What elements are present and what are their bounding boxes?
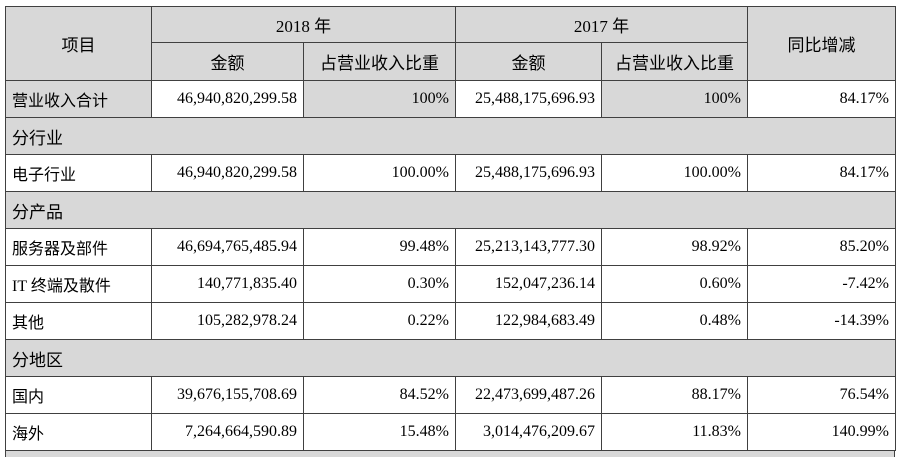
amount-2018: 7,264,664,590.89 — [151, 413, 304, 451]
ratio-2018: 0.22% — [303, 302, 456, 340]
amount-2018: 140,771,835.40 — [151, 265, 304, 303]
yoy-change: -7.42% — [747, 265, 896, 303]
ratio-2018: 100.00% — [303, 154, 456, 192]
header-amount-2017: 金额 — [455, 42, 602, 81]
section-label: 分地区 — [5, 339, 896, 377]
ratio-2017: 100% — [601, 80, 748, 118]
amount-2018: 39,676,155,708.69 — [151, 376, 304, 414]
amount-2017: 3,014,476,209.67 — [455, 413, 602, 451]
row-label: 国内 — [5, 376, 152, 414]
table-row: 海外 7,264,664,590.89 15.48% 3,014,476,209.67… — [5, 413, 896, 451]
yoy-change: -14.39% — [747, 302, 896, 340]
row-label: 电子行业 — [5, 154, 152, 192]
ratio-2018: 0.30% — [303, 265, 456, 303]
header-item: 项目 — [5, 6, 152, 81]
table-row: 国内 39,676,155,708.69 84.52% 22,473,699,487.… — [5, 376, 896, 414]
amount-2018: 46,940,820,299.58 — [151, 154, 304, 192]
header-year-2018: 2018 年 — [151, 6, 456, 43]
table-row: 电子行业 46,940,820,299.58 100.00% 25,488,175,6… — [5, 154, 896, 192]
header-amount-2018: 金额 — [151, 42, 304, 81]
amount-2017: 25,488,175,696.93 — [455, 80, 602, 118]
section-row: 分行业 — [5, 117, 896, 155]
table-row: 其他 105,282,978.24 0.22% 122,984,683.49 0.48%… — [5, 302, 896, 340]
amount-2017: 22,473,699,487.26 — [455, 376, 602, 414]
amount-2017: 122,984,683.49 — [455, 302, 602, 340]
ratio-2018: 84.52% — [303, 376, 456, 414]
ratio-2017: 0.60% — [601, 265, 748, 303]
ratio-2017: 100.00% — [601, 154, 748, 192]
next-section-row-partial — [5, 451, 895, 457]
header-year-2017: 2017 年 — [455, 6, 748, 43]
row-label: IT 终端及散件 — [5, 265, 152, 303]
yoy-change: 84.17% — [747, 154, 896, 192]
yoy-change: 85.20% — [747, 228, 896, 266]
header-revenue-ratio-2018: 占营业收入比重 — [303, 42, 456, 81]
ratio-2017: 88.17% — [601, 376, 748, 414]
yoy-change: 76.54% — [747, 376, 896, 414]
row-label: 海外 — [5, 413, 152, 451]
ratio-2017: 11.83% — [601, 413, 748, 451]
yoy-change: 140.99% — [747, 413, 896, 451]
section-row: 分地区 — [5, 339, 896, 377]
amount-2017: 25,213,143,777.30 — [455, 228, 602, 266]
ratio-2018: 100% — [303, 80, 456, 118]
yoy-change: 84.17% — [747, 80, 896, 118]
header-yoy-change: 同比增减 — [747, 6, 896, 81]
amount-2018: 105,282,978.24 — [151, 302, 304, 340]
row-label: 其他 — [5, 302, 152, 340]
ratio-2017: 98.92% — [601, 228, 748, 266]
amount-2017: 25,488,175,696.93 — [455, 154, 602, 192]
ratio-2018: 15.48% — [303, 413, 456, 451]
amount-2017: 152,047,236.14 — [455, 265, 602, 303]
table-row: 营业收入合计 46,940,820,299.58 100% 25,488,175,69… — [5, 80, 896, 118]
section-label: 分产品 — [5, 191, 896, 229]
section-label: 分行业 — [5, 117, 896, 155]
table-row: IT 终端及散件 140,771,835.40 0.30% 152,047,236.1… — [5, 265, 896, 303]
amount-2018: 46,694,765,485.94 — [151, 228, 304, 266]
amount-2018: 46,940,820,299.58 — [151, 80, 304, 118]
header-revenue-ratio-2017: 占营业收入比重 — [601, 42, 748, 81]
table-row: 服务器及部件 46,694,765,485.94 99.48% 25,213,143,… — [5, 228, 896, 266]
section-row: 分产品 — [5, 191, 896, 229]
row-label: 营业收入合计 — [5, 80, 152, 118]
row-label: 服务器及部件 — [5, 228, 152, 266]
revenue-breakdown-table: 项目 2018 年 2017 年 同比增减 金额 占营业收入比重 金额 占营业收… — [5, 6, 896, 451]
ratio-2018: 99.48% — [303, 228, 456, 266]
ratio-2017: 0.48% — [601, 302, 748, 340]
